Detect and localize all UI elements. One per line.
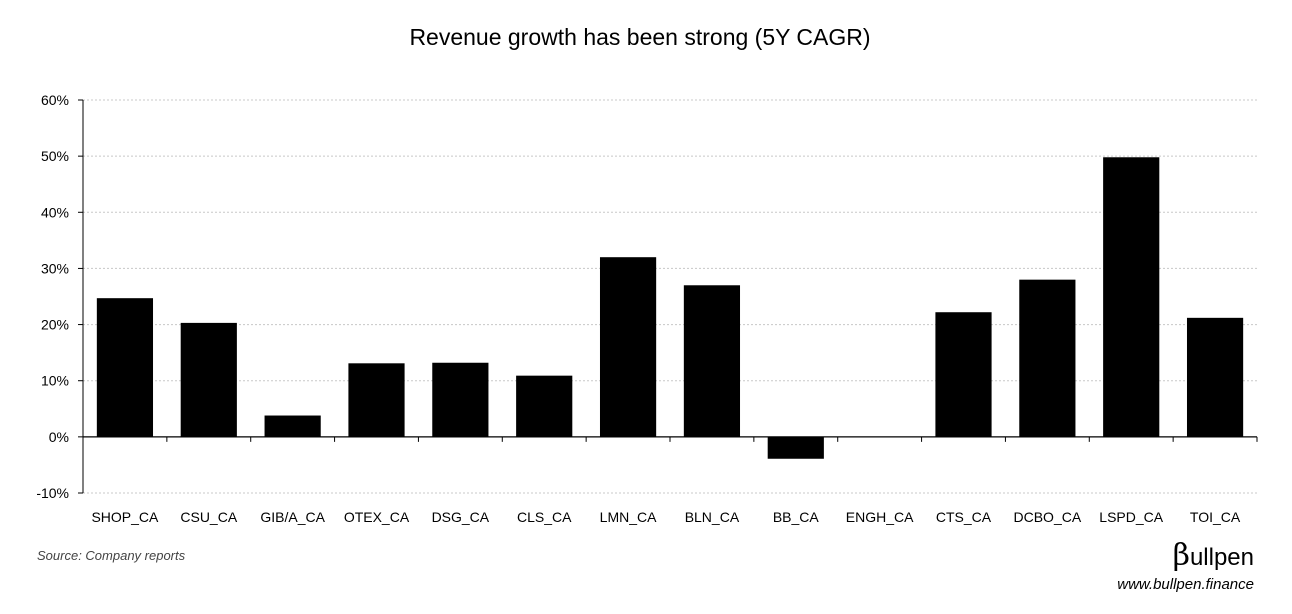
bar-shop-ca	[96, 298, 154, 437]
y-tick-label: 60%	[41, 92, 69, 108]
bar-otex-ca	[348, 363, 405, 437]
bar-cts-ca	[935, 312, 992, 437]
x-tick-label: ENGH_CA	[846, 509, 914, 525]
x-tick-label: SHOP_CA	[91, 509, 159, 525]
y-tick-label: 20%	[41, 317, 69, 333]
x-tick-label: OTEX_CA	[344, 509, 410, 525]
x-tick-label: CSU_CA	[180, 509, 237, 525]
axes	[78, 99, 1258, 494]
x-tick-label: TOI_CA	[1190, 509, 1241, 525]
brand-beta: β	[1172, 538, 1190, 573]
source-note: Source: Company reports	[37, 548, 186, 563]
x-tick-label: LMN_CA	[600, 509, 657, 525]
y-tick-labels: -10% 0% 10% 20% 30% 40% 50% 60%	[36, 92, 69, 501]
bar-lmn-ca	[599, 257, 657, 437]
brand-logo: βullpen	[1173, 538, 1254, 573]
bar-toi-ca	[1186, 317, 1244, 437]
bar-lspd-ca	[1103, 157, 1160, 437]
bar-bln-ca	[683, 285, 741, 437]
gridlines	[83, 99, 1257, 494]
bar-bb-ca	[767, 436, 824, 459]
y-tick-label: -10%	[36, 485, 69, 501]
bars	[96, 157, 1244, 459]
bar-gib-a-ca	[264, 415, 321, 437]
brand-url: www.bullpen.finance	[1117, 576, 1254, 593]
bar-csu-ca	[180, 322, 237, 437]
x-tick-label: GIB/A_CA	[260, 509, 325, 525]
brand-name: ullpen	[1189, 544, 1254, 571]
y-tick-label: 0%	[49, 429, 69, 445]
x-tick-label: CTS_CA	[936, 509, 992, 525]
bar-dsg-ca	[432, 362, 489, 437]
chart-title: Revenue growth has been strong (5Y CAGR)	[409, 24, 871, 50]
x-tick-labels: SHOP_CA CSU_CA GIB/A_CA OTEX_CA DSG_CA CLS_CA…	[91, 509, 1240, 525]
y-tick-label: 40%	[41, 204, 69, 220]
bar-dcbo-ca	[1019, 279, 1076, 437]
x-tick-label: LSPD_CA	[1099, 509, 1163, 525]
x-tick-label: BLN_CA	[685, 509, 740, 525]
x-tick-label: CLS_CA	[517, 509, 572, 525]
y-tick-label: 50%	[41, 148, 69, 164]
bar-cls-ca	[516, 375, 573, 437]
x-tick-label: DSG_CA	[432, 509, 490, 525]
y-tick-label: 30%	[41, 260, 69, 276]
x-tick-label: DCBO_CA	[1014, 509, 1082, 525]
x-tick-label: BB_CA	[773, 509, 820, 525]
y-tick-label: 10%	[41, 373, 69, 389]
